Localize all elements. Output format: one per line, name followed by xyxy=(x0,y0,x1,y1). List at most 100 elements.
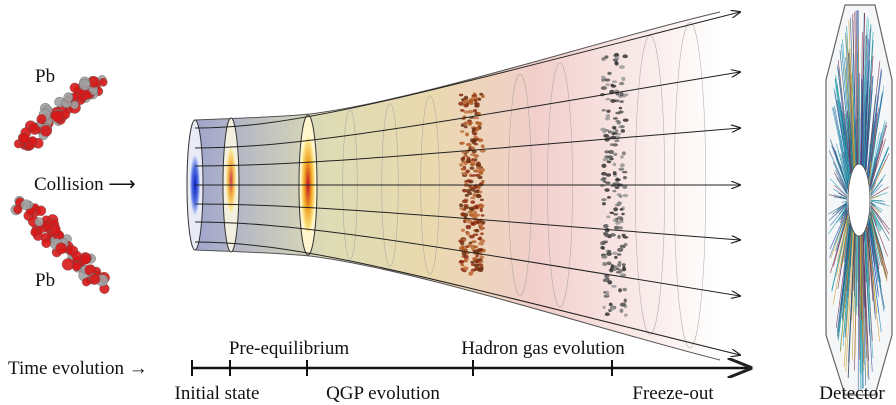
label: Pb xyxy=(35,66,55,87)
particle xyxy=(612,117,619,120)
particle xyxy=(458,239,464,243)
track xyxy=(855,10,859,165)
particle xyxy=(621,263,626,267)
track xyxy=(833,194,848,200)
track xyxy=(836,203,848,214)
track xyxy=(848,49,855,167)
track xyxy=(870,205,890,230)
particle xyxy=(603,224,609,229)
track xyxy=(838,192,848,199)
particle xyxy=(481,179,485,184)
particle xyxy=(479,198,484,202)
funnel-edge xyxy=(194,249,721,361)
track xyxy=(841,227,852,321)
particle xyxy=(471,149,477,154)
particle xyxy=(467,191,473,196)
track xyxy=(870,182,877,195)
particle xyxy=(458,101,464,106)
particle xyxy=(610,99,617,103)
track xyxy=(870,178,883,196)
track xyxy=(846,35,855,168)
particle xyxy=(621,273,626,277)
particle xyxy=(475,254,479,258)
particle xyxy=(459,109,465,112)
particle xyxy=(607,196,611,199)
particle xyxy=(475,163,482,168)
track xyxy=(849,139,852,174)
stage-label: Freeze-out xyxy=(632,383,714,404)
track xyxy=(855,235,858,315)
particle xyxy=(465,231,471,236)
particle xyxy=(458,93,464,97)
particle xyxy=(618,65,625,69)
particle xyxy=(618,195,623,198)
particle xyxy=(623,242,628,247)
particle xyxy=(467,210,473,214)
track xyxy=(869,217,878,262)
particle xyxy=(458,260,465,264)
particle xyxy=(462,154,469,158)
particle xyxy=(468,213,474,217)
particle xyxy=(461,98,465,101)
track xyxy=(847,233,856,379)
particle xyxy=(622,267,627,272)
particle xyxy=(617,216,622,220)
particle xyxy=(602,305,606,309)
particle xyxy=(610,84,617,88)
track xyxy=(870,211,877,237)
particle xyxy=(615,267,620,271)
particle xyxy=(617,247,624,252)
particle xyxy=(472,210,478,214)
track xyxy=(833,188,848,198)
particle xyxy=(611,132,618,135)
particle xyxy=(612,58,619,62)
particle xyxy=(460,167,465,171)
particle xyxy=(470,196,476,200)
track xyxy=(870,207,882,230)
track xyxy=(868,107,879,179)
track xyxy=(868,220,885,309)
particle xyxy=(612,80,618,83)
particle xyxy=(612,251,618,255)
track xyxy=(845,223,851,270)
track xyxy=(837,214,849,262)
particle xyxy=(609,211,615,215)
particle xyxy=(614,99,620,103)
nucleon xyxy=(40,124,53,137)
track xyxy=(867,223,871,260)
particle xyxy=(476,219,483,223)
particle xyxy=(603,133,610,138)
track xyxy=(869,140,884,187)
particle xyxy=(619,100,624,103)
track xyxy=(828,206,848,235)
track xyxy=(845,232,855,372)
track xyxy=(870,152,888,191)
particle xyxy=(477,248,483,252)
particle xyxy=(601,163,607,168)
particle xyxy=(465,224,472,228)
track xyxy=(866,228,871,286)
track xyxy=(870,195,880,200)
nucleon xyxy=(69,82,80,93)
track xyxy=(854,11,858,165)
particle xyxy=(603,277,609,282)
track xyxy=(843,221,850,271)
particle xyxy=(477,258,483,262)
particle xyxy=(621,212,625,216)
particle xyxy=(612,171,617,176)
particle xyxy=(460,130,465,133)
track xyxy=(828,202,848,215)
track xyxy=(867,143,871,178)
track xyxy=(830,204,848,226)
particle xyxy=(620,245,625,249)
nucleon xyxy=(78,79,91,91)
track xyxy=(864,231,867,283)
particle xyxy=(473,245,479,249)
particle xyxy=(619,208,624,211)
particle xyxy=(459,163,464,167)
nucleon xyxy=(71,261,82,272)
particle xyxy=(620,155,624,159)
particle xyxy=(606,215,611,219)
track xyxy=(865,230,871,310)
track xyxy=(869,215,888,282)
